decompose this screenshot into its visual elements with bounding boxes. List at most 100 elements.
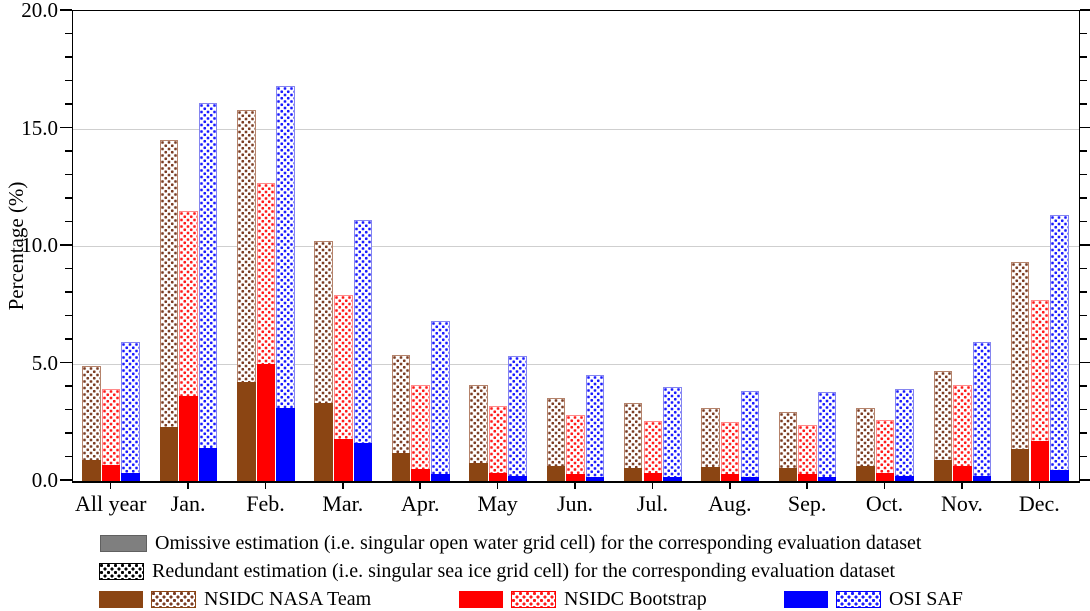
- y-tick-left-5: [60, 361, 72, 364]
- x-tick-label-7: Jul.: [636, 491, 668, 516]
- bar-dec--nsidc-nasa-team-redundant: [1010, 262, 1030, 450]
- bar-jan--osi-saf-redundant: [198, 102, 218, 449]
- y-tick-right-20: [1079, 9, 1090, 11]
- bar-jun--osi-saf-omissive: [585, 477, 605, 481]
- x-tick-12: [1038, 482, 1041, 489]
- bar-jul--nsidc-nasa-team-omissive: [623, 468, 643, 481]
- y-tick-label-0: 0.0: [31, 468, 58, 492]
- y-tick-left-10: [60, 244, 72, 246]
- bar-mar--nsidc-bootstrap-redundant: [334, 295, 353, 439]
- bar-jul--osi-saf-redundant: [663, 387, 682, 478]
- x-tick-6: [574, 482, 576, 489]
- x-tick-7: [651, 482, 654, 489]
- bar-mar--osi-saf-omissive: [353, 443, 373, 481]
- y-tick-right-8: [1079, 291, 1087, 293]
- y-tick-right-15: [1079, 126, 1090, 129]
- bar-oct--osi-saf-omissive: [895, 476, 914, 481]
- y-tick-left-9: [65, 267, 72, 270]
- bar-aug--nsidc-bootstrap-redundant: [720, 422, 740, 474]
- bar-nov--nsidc-bootstrap-redundant: [953, 384, 972, 466]
- bar-mar--nsidc-nasa-team-omissive: [314, 403, 333, 481]
- legend-omissive-label: Omissive estimation (i.e. singular open …: [155, 532, 922, 554]
- y-tick-left-8: [65, 291, 72, 293]
- y-tick-right-5: [1079, 361, 1090, 364]
- y-tick-right-4: [1079, 385, 1087, 387]
- bar-sep--nsidc-bootstrap-omissive: [798, 473, 817, 481]
- y-tick-left-7: [65, 314, 72, 317]
- y-tick-right-12: [1079, 197, 1087, 199]
- bar-feb--nsidc-nasa-team-omissive: [237, 382, 256, 481]
- x-tick-1: [187, 482, 189, 489]
- x-tick-9: [806, 482, 808, 489]
- bar-aug--osi-saf-omissive: [740, 477, 760, 481]
- bar-all-year-nsidc-nasa-team-redundant: [82, 365, 101, 460]
- bar-jan--nsidc-nasa-team-redundant: [159, 140, 179, 427]
- legend-osi-saf-label: OSI SAF: [889, 588, 963, 610]
- y-tick-left-0: [60, 479, 72, 481]
- bar-all-year-osi-saf-omissive: [121, 472, 140, 481]
- bar-jan--osi-saf-omissive: [198, 448, 218, 481]
- x-tick-label-3: Mar.: [322, 491, 364, 516]
- bar-jun--nsidc-nasa-team-omissive: [546, 465, 566, 481]
- x-tick-label-12: Dec.: [1018, 491, 1060, 516]
- x-tick-0: [109, 482, 112, 489]
- plot-area: [72, 10, 1080, 483]
- legend-entry-nsidc-bootstrap: NSIDC Bootstrap: [459, 588, 707, 611]
- bar-feb--osi-saf-omissive: [276, 408, 295, 481]
- x-tick-11: [961, 482, 963, 489]
- bar-feb--nsidc-nasa-team-redundant: [237, 109, 256, 383]
- bar-nov--osi-saf-redundant: [972, 342, 992, 477]
- y-tick-left-19: [65, 32, 72, 35]
- y-tick-left-4: [65, 385, 72, 387]
- legend-entry-osi-saf: OSI SAF: [784, 588, 963, 611]
- x-tick-label-4: Apr.: [400, 491, 440, 516]
- osi-saf-dotted-swatch: [836, 591, 881, 608]
- bar-nov--nsidc-bootstrap-omissive: [953, 465, 972, 481]
- bar-apr--nsidc-bootstrap-omissive: [411, 469, 430, 481]
- y-tick-right-7: [1079, 314, 1087, 317]
- y-tick-left-16: [65, 103, 72, 105]
- bar-jun--nsidc-bootstrap-redundant: [566, 415, 585, 474]
- bar-may-osi-saf-omissive: [508, 476, 527, 481]
- y-tick-right-9: [1079, 267, 1087, 270]
- y-tick-right-2: [1079, 432, 1087, 434]
- x-tick-label-2: Feb.: [246, 491, 285, 516]
- y-tick-label-5: 5.0: [31, 350, 58, 375]
- bar-jun--nsidc-bootstrap-omissive: [566, 473, 585, 481]
- bar-oct--nsidc-nasa-team-omissive: [856, 465, 875, 481]
- bar-jun--nsidc-nasa-team-redundant: [546, 397, 566, 466]
- x-tick-label-6: Jun.: [556, 491, 594, 516]
- bar-may-nsidc-bootstrap-omissive: [488, 472, 508, 481]
- osi-saf-solid-swatch: [784, 591, 828, 608]
- bar-may-osi-saf-redundant: [508, 356, 527, 477]
- y-tick-right-0: [1079, 479, 1090, 481]
- y-tick-left-12: [65, 197, 72, 199]
- bar-feb--nsidc-bootstrap-omissive: [256, 363, 276, 481]
- x-tick-label-9: Sep.: [787, 491, 827, 516]
- bar-aug--nsidc-nasa-team-omissive: [701, 466, 720, 481]
- bar-apr--osi-saf-omissive: [431, 473, 450, 481]
- legend-bootstrap-label: NSIDC Bootstrap: [564, 588, 707, 610]
- x-tick-label-8: Aug.: [708, 491, 752, 516]
- bar-all-year-osi-saf-redundant: [121, 342, 140, 473]
- y-tick-label-20: 20.0: [21, 0, 58, 22]
- bar-oct--nsidc-bootstrap-omissive: [875, 472, 895, 481]
- y-tick-label-10: 10.0: [21, 233, 58, 257]
- bar-jun--osi-saf-redundant: [585, 375, 605, 478]
- bar-oct--nsidc-nasa-team-redundant: [856, 408, 875, 466]
- y-tick-right-10: [1079, 244, 1090, 246]
- bar-mar--nsidc-bootstrap-omissive: [334, 438, 353, 481]
- legend-redundant-label: Redundant estimation (i.e. singular sea …: [152, 560, 896, 582]
- bar-may-nsidc-nasa-team-omissive: [469, 463, 488, 481]
- bar-dec--osi-saf-omissive: [1050, 470, 1069, 481]
- bar-aug--nsidc-bootstrap-omissive: [720, 473, 740, 481]
- y-tick-right-19: [1079, 32, 1087, 35]
- y-tick-left-1: [65, 455, 72, 458]
- y-tick-left-2: [65, 432, 72, 434]
- bar-sep--nsidc-nasa-team-omissive: [778, 468, 798, 481]
- bar-sep--osi-saf-redundant: [817, 391, 837, 478]
- y-tick-right-18: [1079, 56, 1087, 58]
- bar-oct--nsidc-bootstrap-redundant: [875, 419, 895, 473]
- legend-row-omissive: Omissive estimation (i.e. singular open …: [100, 532, 921, 555]
